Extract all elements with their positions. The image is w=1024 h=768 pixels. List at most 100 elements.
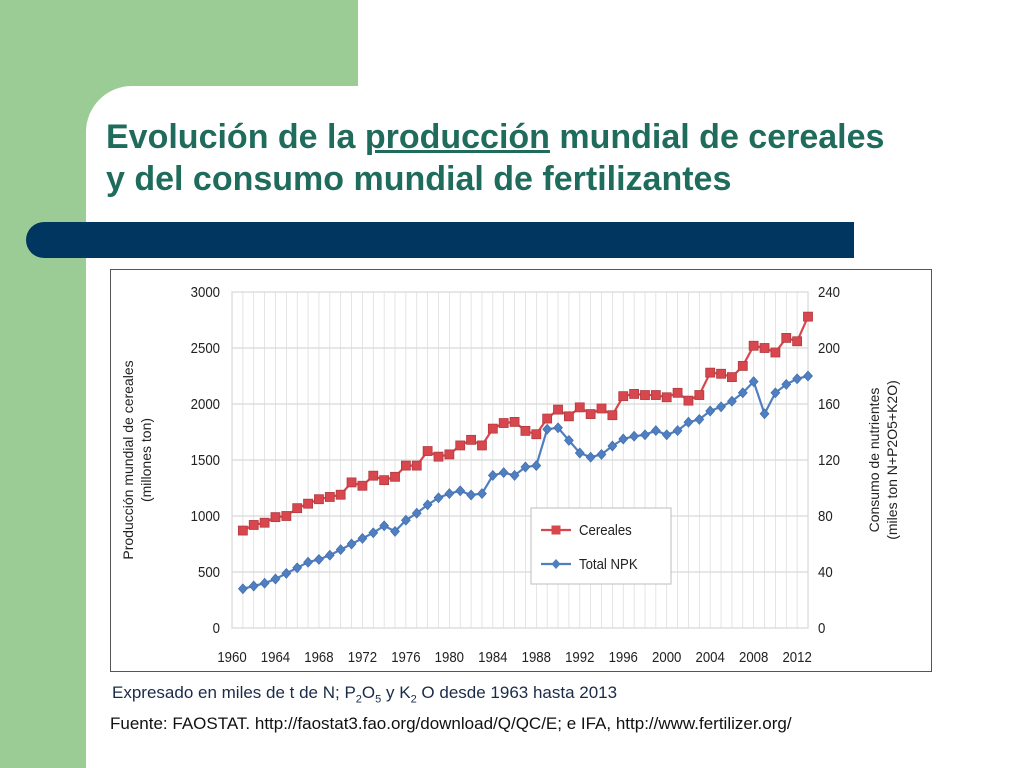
- x-tick-label: 1988: [522, 648, 551, 665]
- source-citation: Fuente: FAOSTAT. http://faostat3.fao.org…: [110, 714, 792, 733]
- data-point-npk: [487, 469, 498, 481]
- data-point-cereales: [803, 311, 813, 322]
- caption-sub3: 2: [410, 693, 417, 706]
- y-tick-label: 3000: [191, 283, 220, 300]
- dual-axis-line-chart: 0 500 1000 1500 2000 2500 3000 0 40 80 120 160 200 24…: [120, 283, 900, 665]
- data-point-npk: [292, 562, 303, 574]
- data-point-cereales: [281, 511, 292, 521]
- data-point-npk: [618, 433, 629, 445]
- y-tick-label: 0: [213, 619, 220, 636]
- data-point-npk: [770, 387, 781, 399]
- data-point-npk: [466, 489, 476, 501]
- data-point-npk: [781, 378, 792, 390]
- caption-prefix: Expresado en miles de t de N; P: [112, 683, 356, 702]
- x-tick-label: 1980: [435, 648, 464, 665]
- data-point-cereales: [509, 417, 520, 427]
- data-point-cereales: [292, 503, 303, 514]
- title-part2: mundial de cereales: [549, 118, 885, 156]
- data-point-npk: [607, 440, 618, 452]
- y-tick-label: 1000: [191, 507, 220, 524]
- data-point-cereales: [346, 477, 357, 488]
- data-point-cereales: [368, 470, 379, 481]
- data-point-cereales: [520, 425, 531, 436]
- x-tick-label: 2000: [652, 648, 681, 665]
- data-point-cereales: [792, 336, 803, 347]
- y-tick-label: 2000: [191, 395, 220, 412]
- data-point-cereales: [748, 340, 759, 351]
- data-point-npk: [270, 573, 281, 585]
- data-point-cereales: [553, 404, 563, 415]
- x-tick-label: 1972: [348, 648, 377, 665]
- data-point-npk: [237, 583, 248, 595]
- data-point-npk: [564, 434, 574, 446]
- data-point-cereales: [487, 423, 498, 434]
- data-point-npk: [520, 461, 531, 473]
- y-right-axis-label: Consumo de nutrientes (miles ton N+P2O5+K…: [866, 380, 900, 540]
- y-axis-label: Producción mundial de cereales (millones …: [120, 360, 154, 559]
- legend-box: [530, 507, 672, 585]
- data-point-cereales: [400, 460, 411, 471]
- data-point-npk: [640, 429, 650, 441]
- data-point-npk: [705, 405, 716, 417]
- chart-frame: 0 500 1000 1500 2000 2500 3000 0 40 80 120 160 200 24…: [110, 269, 932, 672]
- data-point-cereales: [618, 391, 629, 402]
- data-point-cereales: [466, 434, 476, 445]
- data-point-npk: [444, 488, 455, 500]
- data-point-npk: [281, 567, 292, 579]
- x-tick-label: 1968: [304, 648, 333, 665]
- data-point-npk: [477, 488, 487, 500]
- y-right-tick-label: 240: [818, 283, 840, 300]
- data-point-cereales: [759, 343, 770, 353]
- y-right-tick-label: 80: [818, 507, 833, 524]
- data-point-npk: [390, 525, 400, 537]
- data-point-cereales: [737, 361, 748, 371]
- data-point-npk: [357, 532, 368, 544]
- data-point-cereales: [564, 411, 574, 422]
- data-point-npk: [335, 544, 346, 556]
- x-tick-label: 2008: [739, 648, 768, 665]
- data-point-npk: [314, 553, 324, 565]
- data-point-npk: [574, 447, 585, 459]
- data-point-cereales: [324, 492, 335, 502]
- slide-title: Evolución de la producción mundial de ce…: [106, 116, 1006, 200]
- data-point-npk: [792, 373, 803, 385]
- data-point-cereales: [650, 390, 661, 400]
- data-point-cereales: [585, 409, 596, 419]
- data-point-cereales: [248, 520, 259, 530]
- caption-mid2: y K: [381, 683, 411, 702]
- data-point-cereales: [574, 402, 585, 413]
- y-right-tick-label: 160: [818, 395, 840, 412]
- data-point-cereales: [390, 471, 400, 482]
- data-point-npk: [803, 370, 813, 382]
- y-tick-label: 500: [198, 563, 220, 580]
- data-point-cereales: [303, 498, 313, 509]
- data-point-npk: [411, 507, 422, 519]
- data-point-cereales: [716, 368, 726, 379]
- data-point-npk: [379, 520, 390, 532]
- legend-label: Cereales: [579, 521, 632, 538]
- data-point-npk: [498, 467, 509, 479]
- legend-label: Total NPK: [579, 555, 638, 572]
- data-point-npk: [455, 485, 466, 497]
- y-tick-label: 2500: [191, 339, 220, 356]
- legend-marker-square: [551, 525, 561, 535]
- data-point-cereales: [444, 449, 455, 460]
- data-point-cereales: [531, 429, 542, 440]
- data-point-cereales: [596, 403, 607, 414]
- data-point-cereales: [781, 333, 792, 343]
- data-point-cereales: [357, 480, 368, 491]
- data-point-cereales: [379, 475, 390, 486]
- caption-suffix: O desde 1963 hasta 2013: [416, 683, 618, 702]
- data-point-cereales: [607, 410, 618, 421]
- data-point-npk: [542, 423, 553, 435]
- data-point-cereales: [694, 390, 705, 400]
- data-point-npk: [727, 395, 737, 407]
- x-tick-label: 2012: [782, 648, 811, 665]
- x-tick-label: 1960: [217, 648, 246, 665]
- data-point-npk: [346, 538, 357, 550]
- data-point-cereales: [770, 347, 781, 358]
- data-point-npk: [259, 577, 270, 589]
- data-point-cereales: [705, 367, 716, 378]
- data-point-npk: [629, 430, 640, 442]
- y-right-tick-label: 0: [818, 619, 825, 636]
